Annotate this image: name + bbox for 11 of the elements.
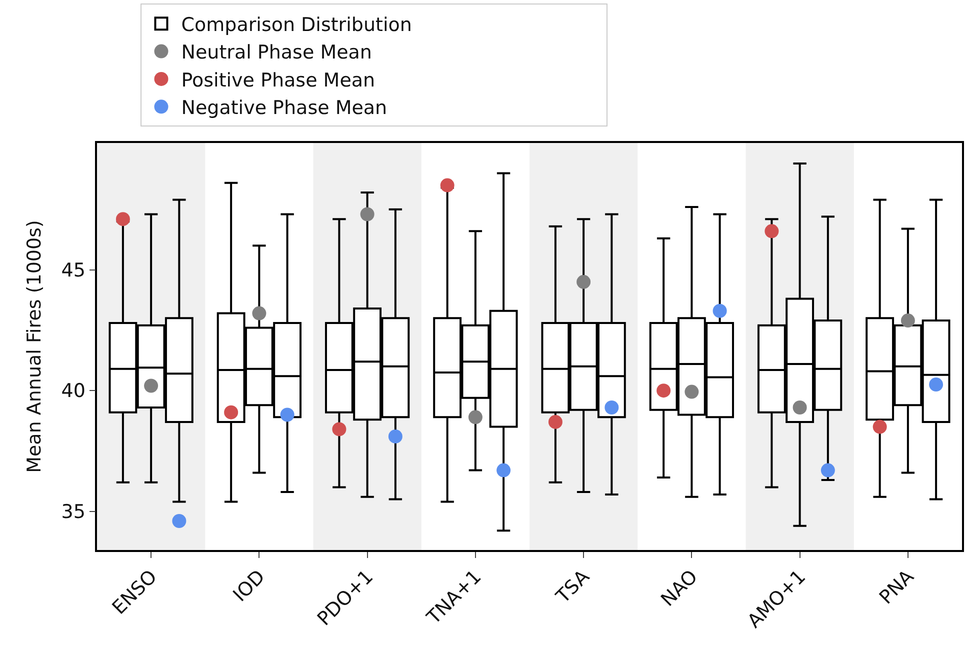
y-axis-title: Mean Annual Fires (1000s) xyxy=(24,220,46,473)
y-tick-label: 40 xyxy=(61,380,86,402)
legend-label: Comparison Distribution xyxy=(181,14,412,36)
y-tick-label: 35 xyxy=(61,501,86,523)
y-tick-label: 45 xyxy=(61,259,86,282)
x-tick-label: TSA xyxy=(551,566,594,608)
legend-label: Negative Phase Mean xyxy=(181,97,388,120)
x-tick-label: IOD xyxy=(228,566,270,606)
x-tick-label: PNA xyxy=(875,566,918,609)
legend-label: Positive Phase Mean xyxy=(181,69,376,92)
legend-label: Neutral Phase Mean xyxy=(181,42,372,64)
